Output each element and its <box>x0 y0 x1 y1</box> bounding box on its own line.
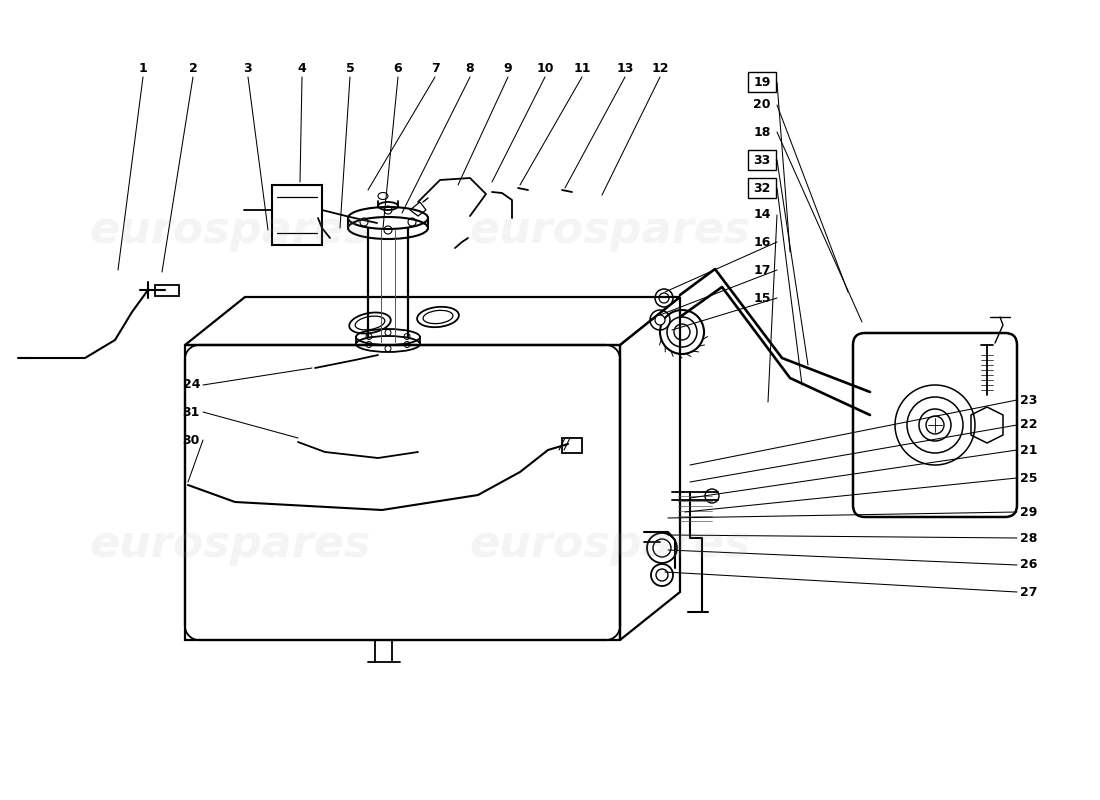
Text: 4: 4 <box>298 62 307 75</box>
Text: 33: 33 <box>754 154 771 166</box>
Text: 14: 14 <box>754 209 771 222</box>
Text: 9: 9 <box>504 62 513 75</box>
Text: 5: 5 <box>345 62 354 75</box>
Bar <box>748 150 775 170</box>
Text: 15: 15 <box>754 291 771 305</box>
Text: 29: 29 <box>1020 506 1037 518</box>
Text: eurospares: eurospares <box>470 209 750 251</box>
Text: 11: 11 <box>573 62 591 75</box>
Text: 27: 27 <box>1020 586 1037 598</box>
Text: 31: 31 <box>183 406 200 418</box>
Circle shape <box>654 315 666 325</box>
Bar <box>748 72 775 92</box>
Text: 26: 26 <box>1020 558 1037 571</box>
Text: 22: 22 <box>1020 418 1037 431</box>
Text: 24: 24 <box>183 378 200 391</box>
Text: 25: 25 <box>1020 471 1037 485</box>
Text: 6: 6 <box>394 62 403 75</box>
Text: 12: 12 <box>651 62 669 75</box>
Text: eurospares: eurospares <box>89 209 371 251</box>
Text: 20: 20 <box>754 98 771 111</box>
Bar <box>272 185 322 245</box>
Text: 19: 19 <box>754 75 771 89</box>
Text: 10: 10 <box>537 62 553 75</box>
Text: 30: 30 <box>183 434 200 446</box>
Text: eurospares: eurospares <box>470 523 750 566</box>
Text: 7: 7 <box>430 62 439 75</box>
Text: 8: 8 <box>465 62 474 75</box>
Text: 28: 28 <box>1020 531 1037 545</box>
Bar <box>748 178 775 198</box>
Bar <box>562 438 582 453</box>
Text: 18: 18 <box>754 126 771 138</box>
Text: eurospares: eurospares <box>89 523 371 566</box>
Text: 16: 16 <box>754 235 771 249</box>
Text: 13: 13 <box>616 62 634 75</box>
Circle shape <box>656 569 668 581</box>
Text: 32: 32 <box>754 182 771 194</box>
Text: 17: 17 <box>754 263 771 277</box>
Text: 1: 1 <box>139 62 147 75</box>
Text: 23: 23 <box>1020 394 1037 406</box>
Bar <box>155 285 179 296</box>
Text: 21: 21 <box>1020 443 1037 457</box>
Circle shape <box>926 416 944 434</box>
Text: 2: 2 <box>188 62 197 75</box>
Text: 3: 3 <box>244 62 252 75</box>
